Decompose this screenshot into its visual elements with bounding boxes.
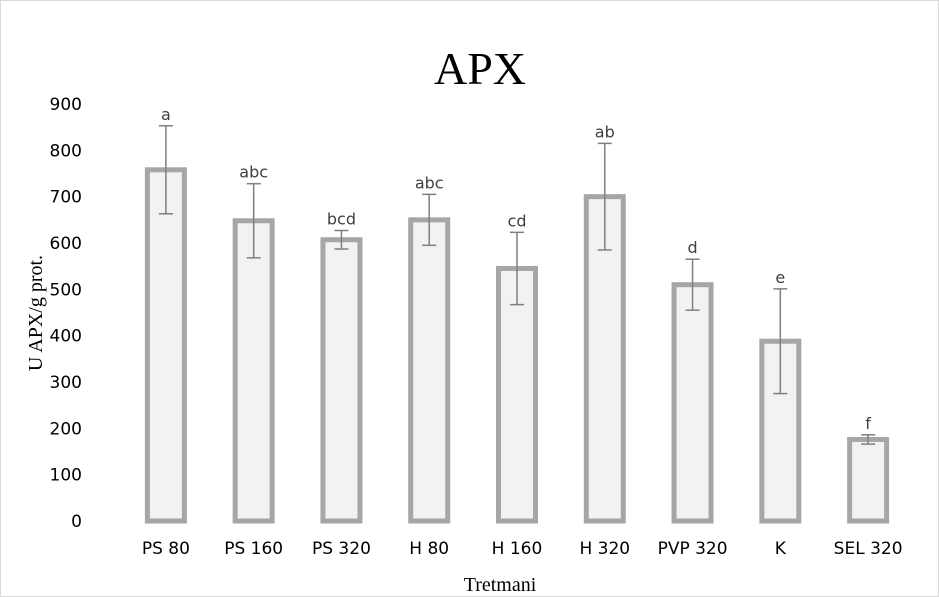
error-bar xyxy=(422,193,437,247)
bar xyxy=(144,167,187,524)
y-axis-title: U APX/g prot. xyxy=(25,255,47,371)
x-tick-label: PS 80 xyxy=(142,539,190,559)
chart-title: APX xyxy=(434,43,526,94)
x-tick-label: SEL 320 xyxy=(834,539,903,559)
y-axis: 0 100 200 300 400 500 600 700 800 900 xyxy=(50,95,82,532)
y-tick-label: 700 xyxy=(50,188,82,208)
error-bar xyxy=(510,231,524,306)
bar xyxy=(583,194,626,524)
y-tick-label: 400 xyxy=(50,327,82,347)
x-tick-label: H 320 xyxy=(579,539,630,559)
x-axis: PS 80 PS 160 PS 320 H 80 H 160 H 320 PVP 320 K S… xyxy=(142,539,903,559)
significance-label: e xyxy=(775,268,785,287)
error-bar xyxy=(158,125,173,215)
y-tick-label: 100 xyxy=(50,466,82,486)
bar xyxy=(847,436,890,524)
significance-labels: a abc bcd abc cd ab d e f xyxy=(161,105,871,433)
x-tick-label: PS 320 xyxy=(312,539,371,559)
bar xyxy=(232,218,275,524)
x-tick-label: H 80 xyxy=(409,539,449,559)
significance-label: ab xyxy=(595,122,615,141)
error-bar xyxy=(861,434,876,445)
bar xyxy=(408,217,451,524)
error-bar xyxy=(246,182,261,259)
significance-label: f xyxy=(865,414,871,433)
error-bar xyxy=(334,229,349,250)
x-tick-label: H 160 xyxy=(492,539,543,559)
significance-label: abc xyxy=(239,163,268,182)
x-tick-label: PVP 320 xyxy=(658,539,728,559)
significance-label: abc xyxy=(415,173,444,192)
x-axis-title: Tretmani xyxy=(464,574,537,596)
bar xyxy=(671,282,714,524)
error-bar xyxy=(685,258,700,311)
y-tick-label: 0 xyxy=(71,512,82,532)
significance-label: a xyxy=(161,105,171,124)
y-tick-label: 200 xyxy=(50,419,82,439)
x-tick-label: K xyxy=(775,539,787,559)
bar xyxy=(759,338,802,524)
y-tick-label: 800 xyxy=(50,141,82,161)
significance-label: d xyxy=(687,238,697,257)
y-tick-label: 900 xyxy=(50,95,82,115)
bar xyxy=(496,265,538,524)
significance-label: bcd xyxy=(327,209,356,228)
y-tick-label: 300 xyxy=(50,373,82,393)
error-bar xyxy=(773,288,788,395)
significance-label: cd xyxy=(508,211,527,230)
x-tick-label: PS 160 xyxy=(224,539,283,559)
y-tick-label: 600 xyxy=(50,234,82,254)
error-bars xyxy=(158,125,876,445)
bar xyxy=(320,237,363,524)
error-bar xyxy=(597,142,612,251)
y-tick-label: 500 xyxy=(50,280,82,300)
